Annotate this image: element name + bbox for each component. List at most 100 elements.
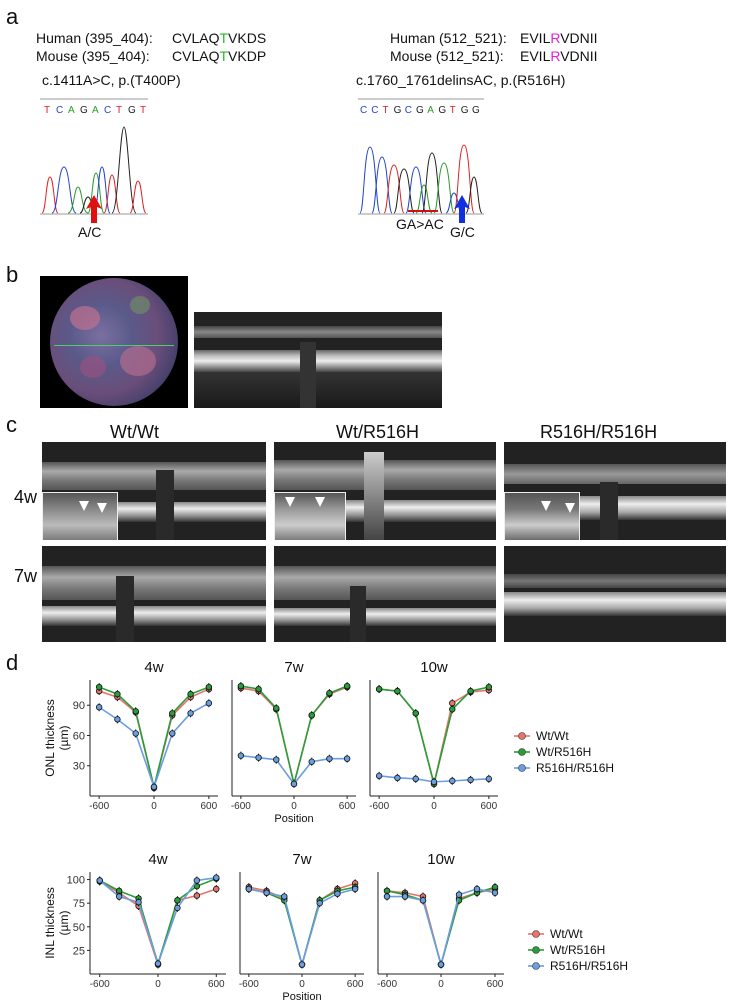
data-point: [114, 690, 121, 698]
x-tick-label: 600: [339, 801, 356, 812]
inset-r516h-r516h: [504, 492, 580, 540]
data-point: [485, 683, 493, 691]
data-point: [437, 961, 445, 968]
x-tick-label: 600: [208, 979, 225, 990]
legend-marker: [518, 748, 526, 756]
series-line: [240, 685, 348, 785]
data-point: [132, 730, 139, 737]
right-deletion-bar: [408, 210, 438, 212]
base-letter: A: [92, 105, 99, 116]
data-point: [95, 683, 103, 691]
data-point: [154, 960, 162, 967]
x-tick-label: 0: [438, 979, 444, 990]
series-line: [98, 688, 210, 789]
data-point: [467, 687, 474, 695]
chart-title: 4w: [144, 659, 163, 676]
data-point: [245, 885, 253, 893]
data-point: [255, 754, 262, 761]
data-point: [449, 706, 456, 713]
x-tick-label: -600: [369, 801, 389, 812]
data-point: [135, 899, 142, 906]
right-blue-arrow: [454, 195, 470, 223]
legend-label: R516H/R516H: [550, 959, 628, 973]
y-axis-title: INL thickness: [43, 887, 57, 959]
x-tick-label: 0: [431, 801, 437, 812]
data-point: [132, 708, 139, 715]
base-letter: G: [128, 105, 136, 116]
legend: Wt/Wt Wt/R516H R516H/R516H: [514, 729, 614, 775]
y-tick-label: 50: [73, 922, 85, 934]
x-tick-label: 0: [291, 801, 297, 812]
data-point: [174, 904, 181, 912]
left-arrow-label: A/C: [78, 224, 102, 240]
chart-0: 4w 30 60 90 ONL thickness (µm) -600 0 600: [43, 659, 218, 812]
oct-wt-wt-4w: [42, 442, 266, 540]
data-point: [351, 885, 359, 893]
data-point: [187, 690, 194, 698]
data-point: [419, 897, 427, 904]
data-point: [174, 897, 181, 904]
data-point: [485, 775, 493, 783]
left-red-arrow: [86, 195, 102, 223]
left-human-sequence: CVLAQTVKDS: [172, 30, 267, 46]
y-tick-label: 75: [73, 898, 85, 910]
x-tick-label: -600: [377, 979, 397, 990]
x-tick-label: 0: [151, 801, 157, 812]
legend-label: Wt/R516H: [550, 943, 605, 957]
base-letter: C: [405, 105, 412, 116]
chart-5: 10w -600 0 600: [377, 851, 504, 990]
left-mouse-label: Mouse (395_404):: [36, 48, 150, 64]
chart-title: 10w: [420, 659, 448, 676]
data-point: [326, 689, 333, 697]
legend-marker: [532, 962, 540, 970]
inset-wt-wt: [42, 492, 118, 540]
data-point: [343, 755, 351, 762]
base-letter: G: [438, 105, 446, 116]
series-line: [248, 886, 356, 968]
legend-label: Wt/Wt: [550, 927, 583, 941]
oct-wt-r516h-7w: [274, 546, 496, 642]
data-point: [401, 893, 409, 900]
data-point: [114, 716, 121, 723]
data-point: [95, 704, 103, 711]
data-point: [316, 899, 323, 907]
series-line: [379, 688, 489, 785]
right-mouse-sequence: EVILRVDNII: [520, 48, 598, 64]
data-point: [290, 780, 298, 788]
oct-scan-panel-b: [194, 312, 442, 408]
data-point: [273, 756, 280, 763]
data-point: [263, 889, 270, 896]
data-point: [412, 775, 419, 783]
chart-2: 10w -600 0 600: [369, 659, 498, 812]
base-letter: C: [56, 105, 63, 116]
base-letter: T: [140, 105, 146, 116]
data-point: [394, 687, 401, 695]
chart-4: 7w -600 0 600 Position: [239, 851, 364, 1000]
x-tick-label: 600: [487, 979, 504, 990]
data-point: [449, 777, 456, 785]
data-point: [169, 730, 176, 737]
legend-label: Wt/R516H: [536, 745, 591, 759]
series-line: [240, 686, 348, 785]
data-point: [237, 682, 245, 690]
x-tick-label: 0: [299, 979, 305, 990]
base-letter: T: [44, 105, 50, 116]
data-point: [394, 774, 401, 782]
right-human-label: Human (512_521):: [390, 30, 507, 46]
base-letter: T: [382, 105, 388, 116]
data-point: [298, 961, 306, 968]
data-point: [255, 685, 262, 693]
legend-marker: [532, 946, 540, 954]
x-axis-title: Position: [274, 813, 313, 825]
data-point: [308, 758, 315, 765]
right-mutation-label: c.1760_1761delinsAC, p.(R516H): [356, 72, 566, 88]
x-tick-label: -600: [239, 979, 259, 990]
y-tick-label: 30: [73, 761, 85, 773]
y-axis-title: ONL thickness: [43, 699, 57, 777]
genotype-label-wt-wt: Wt/Wt: [110, 422, 159, 442]
data-point: [455, 891, 463, 898]
data-point: [491, 889, 499, 896]
legend-marker: [518, 764, 526, 772]
chart-title: 7w: [284, 659, 303, 676]
